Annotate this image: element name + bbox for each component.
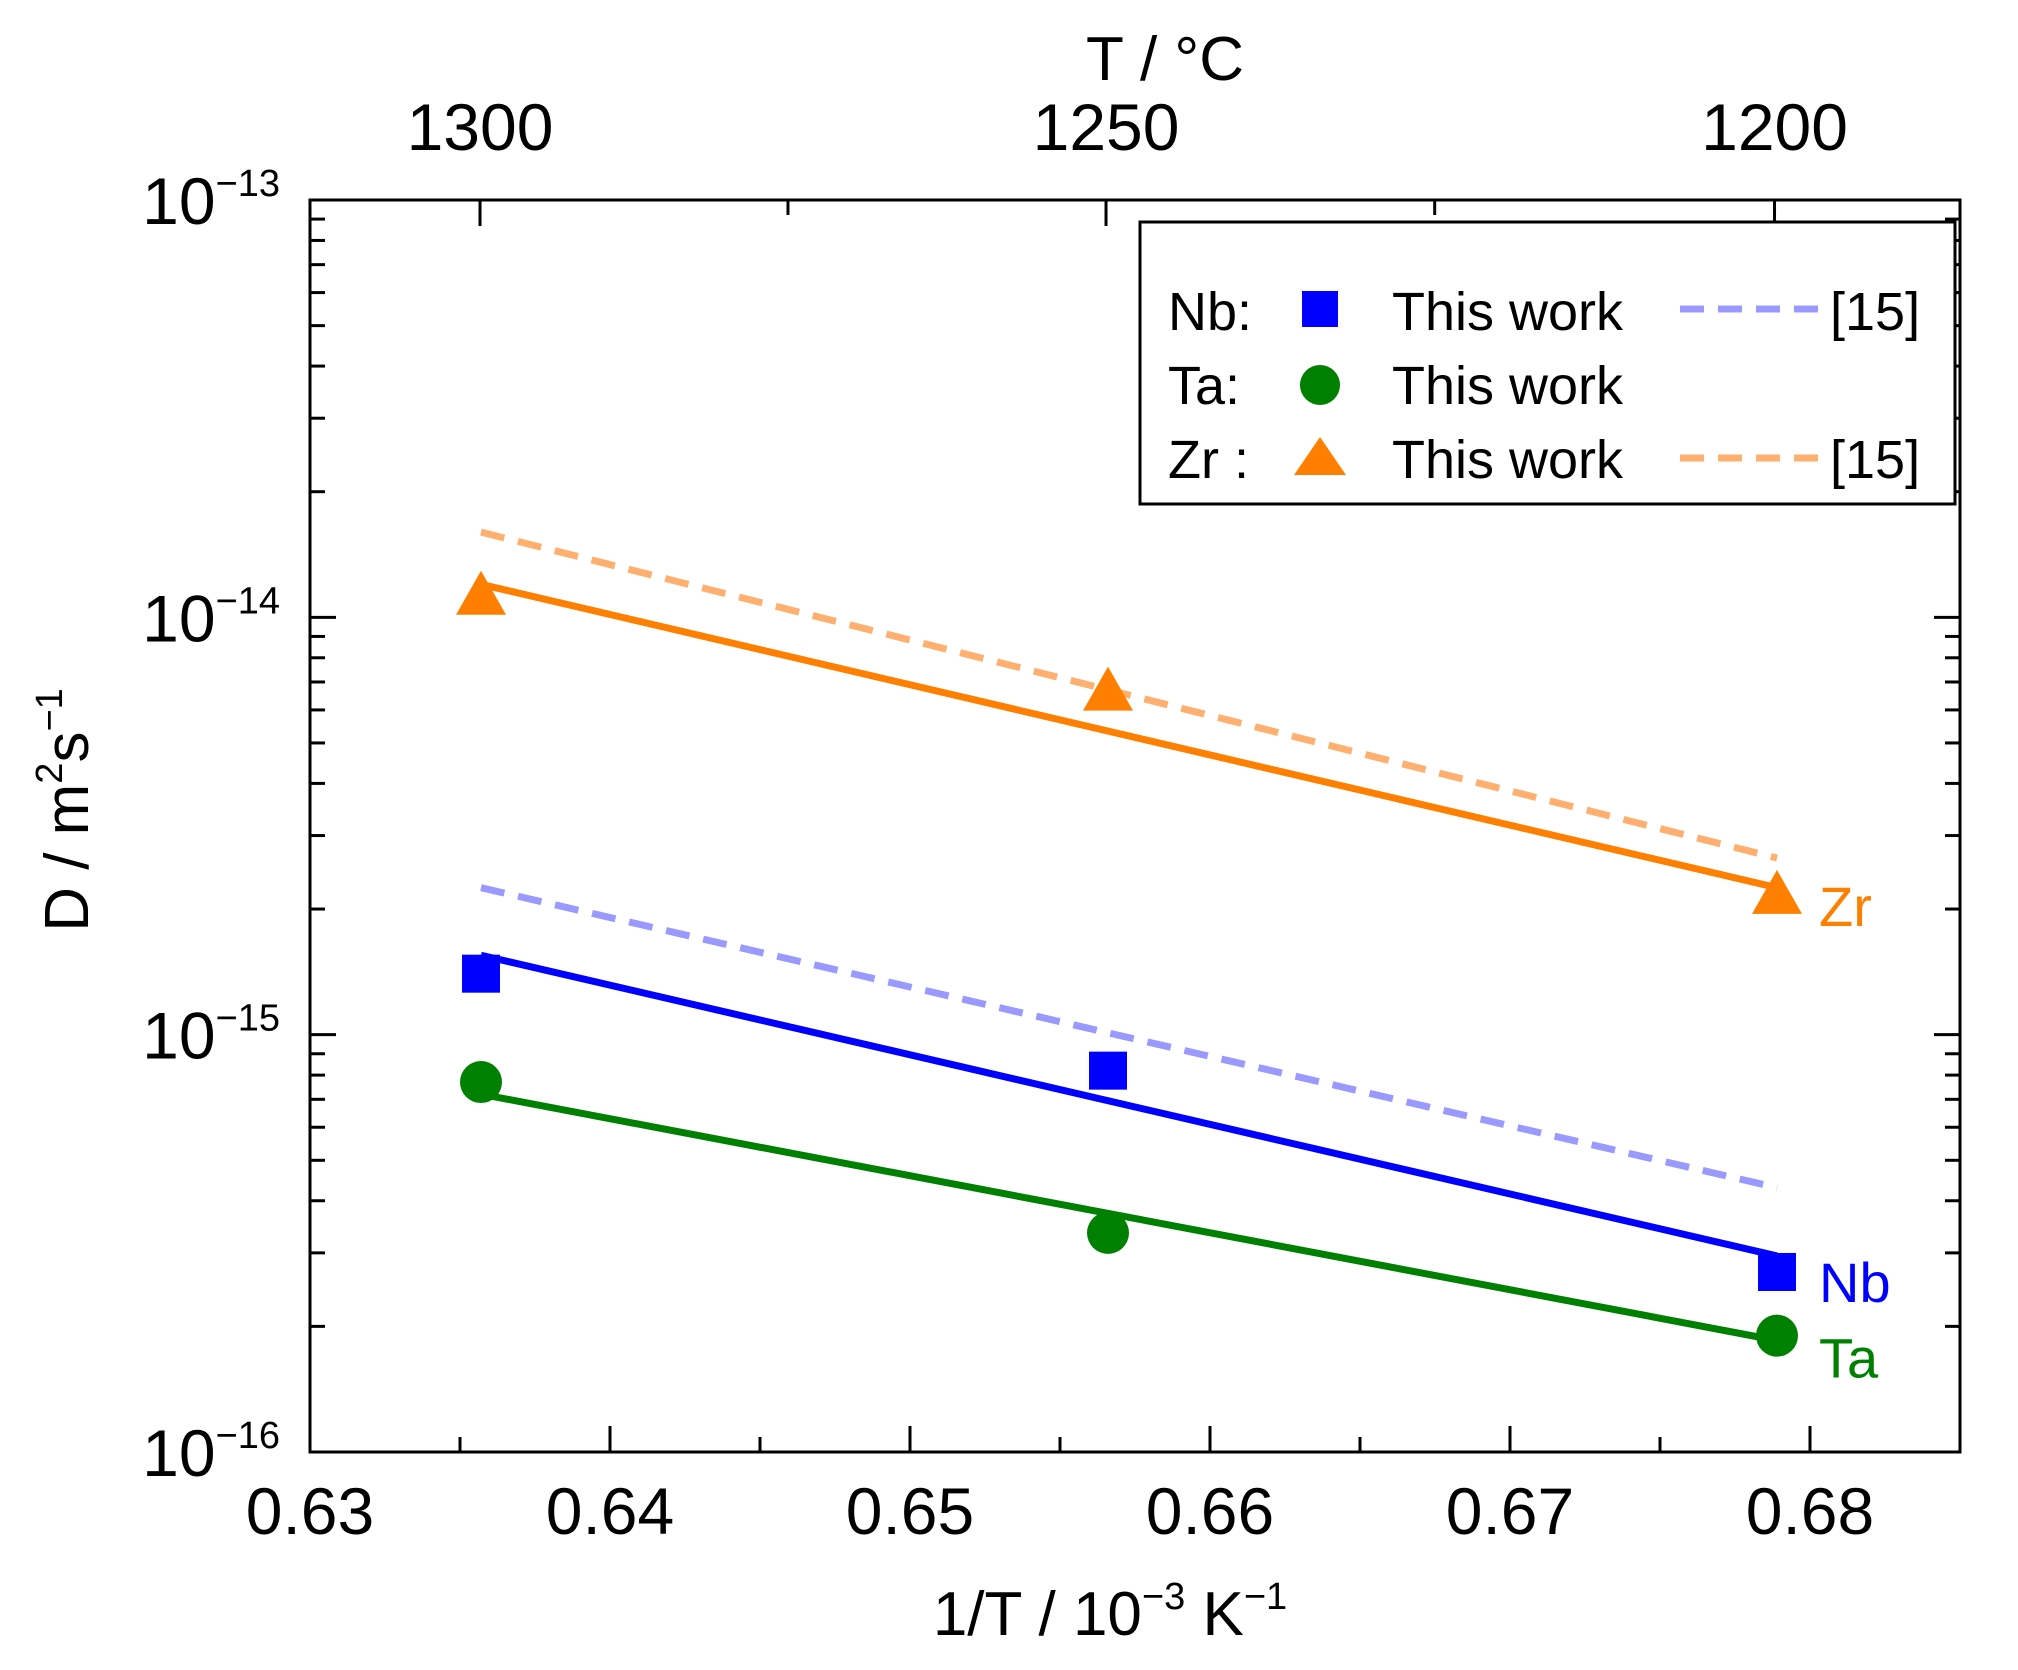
y-tick-exp: −16 [216, 1415, 280, 1457]
x2-tick-label: 1300 [407, 90, 554, 164]
legend-label-ta: This work [1392, 356, 1624, 416]
legend-label-nb: This work [1392, 282, 1624, 342]
legend-box [1138, 220, 1957, 506]
series-label-ta: Ta [1819, 1327, 1879, 1390]
x-tick-label: 0.64 [546, 1474, 674, 1548]
legend-label-zr: This work [1392, 430, 1624, 490]
y-tick-label: 10−16 [142, 1415, 280, 1490]
point-zr [1752, 869, 1802, 914]
x-axis-title-unit-exp: −1 [1244, 1576, 1287, 1618]
fit-line-ta [480, 1090, 1778, 1344]
x-tick-label: 0.66 [1146, 1474, 1274, 1548]
series-label-nb: Nb [1819, 1251, 1891, 1314]
y-tick-base: 10 [142, 999, 215, 1073]
ref-line-nb [480, 884, 1778, 1192]
y-tick-label: 10−13 [142, 163, 280, 238]
y-tick-base: 10 [142, 164, 215, 238]
plot-frame [308, 198, 1962, 1454]
x-axis-title-exp: −3 [1142, 1576, 1185, 1618]
legend-marker-ta [1300, 365, 1340, 405]
legend-ref-nb: [15] [1830, 282, 1920, 342]
x-tick-label: 0.65 [846, 1474, 974, 1548]
y-tick-label: 10−15 [142, 998, 280, 1073]
y-tick-label: 10−14 [142, 580, 280, 655]
y-axis-title-mid: s [33, 732, 102, 763]
x-axis-title-unit: K [1185, 1580, 1244, 1649]
x-tick-label: 0.63 [246, 1474, 374, 1548]
y-tick-base: 10 [142, 581, 215, 655]
point-ta [460, 1061, 502, 1104]
legend: Nb: This work [15] Ta: This work Zr : Th… [1138, 220, 1957, 506]
point-ta [1087, 1211, 1129, 1254]
fit-line-nb [480, 951, 1778, 1260]
y-axis-title: D / m2s−1 [29, 688, 102, 932]
x-tick-label: 0.68 [1746, 1474, 1874, 1548]
x-axis-title: 1/T / 10−3 K−1 [933, 1576, 1287, 1649]
point-nb [1089, 1051, 1127, 1090]
ref-line-zr [480, 528, 1778, 862]
y-tick-base: 10 [142, 1416, 215, 1490]
y-tick-exp: −14 [216, 580, 280, 622]
x2-tick-label: 1250 [1033, 90, 1180, 164]
x2-axis-title: T / °C [1086, 25, 1244, 94]
x2-tick-label: 1200 [1701, 90, 1848, 164]
point-ta [1756, 1314, 1798, 1357]
series-label-zr: Zr [1819, 875, 1872, 938]
y-axis-title-exp1: 2 [29, 763, 71, 784]
point-nb [1758, 1252, 1796, 1291]
point-zr [1083, 666, 1133, 711]
legend-marker-nb [1302, 291, 1338, 327]
fit-line-zr [480, 580, 1778, 892]
point-nb [462, 954, 500, 993]
point-zr [456, 570, 506, 615]
legend-marker-zr [1294, 437, 1346, 475]
legend-ref-zr: [15] [1830, 430, 1920, 490]
y-axis-title-main: D / m [33, 784, 102, 932]
legend-element-ta: Ta: [1168, 356, 1240, 416]
marker-layer [456, 570, 1802, 1357]
y-axis-title-exp2: −1 [29, 688, 71, 731]
line-layer [480, 528, 1778, 1344]
y-tick-exp: −15 [216, 998, 280, 1040]
y-tick-exp: −13 [216, 163, 280, 205]
legend-element-zr: Zr : [1168, 430, 1249, 490]
legend-element-nb: Nb: [1168, 282, 1252, 342]
x-axis-title-main: 1/T / 10 [933, 1580, 1142, 1649]
x-tick-label: 0.67 [1446, 1474, 1574, 1548]
